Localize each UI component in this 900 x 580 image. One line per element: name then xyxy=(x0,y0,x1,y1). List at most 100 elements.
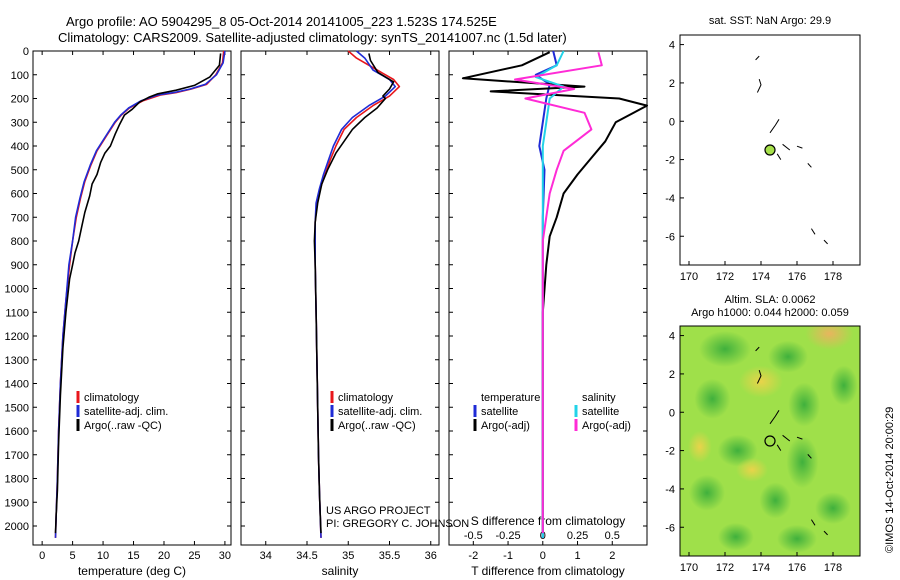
plot-frame xyxy=(32,50,232,546)
project-line-2: PI: GREGORY C. JOHNSON xyxy=(326,518,469,530)
sla-blob xyxy=(689,474,725,511)
sla-blob xyxy=(805,326,854,350)
sla-blob xyxy=(788,382,821,427)
x-tick-label: 1 xyxy=(574,550,580,562)
x-tick-label: 35.5 xyxy=(379,550,400,562)
island-outline xyxy=(796,436,803,440)
map-y-tick-label: 2 xyxy=(669,78,675,90)
sla-blob xyxy=(699,331,751,367)
series-line-2 xyxy=(313,53,395,534)
map-x-tick-label: 176 xyxy=(788,562,806,574)
sla-blob xyxy=(739,365,783,398)
island-outline xyxy=(807,454,812,459)
series-line-2 xyxy=(54,53,222,534)
project-line-1: US ARGO PROJECT xyxy=(326,505,431,517)
map-title: sat. SST: NaN Argo: 29.9 xyxy=(709,15,831,27)
series-line-3 xyxy=(514,51,603,534)
x-tick-label-secondary: 0.5 xyxy=(605,530,620,542)
sla-blob xyxy=(694,378,731,419)
sla-blob xyxy=(786,436,819,489)
x-tick-label-secondary: -0.25 xyxy=(496,530,521,542)
island-outline xyxy=(769,410,780,425)
map-x-tick-label: 170 xyxy=(680,271,698,283)
island-outline xyxy=(810,228,816,235)
x-tick-label: 34 xyxy=(260,550,272,562)
plot-frame xyxy=(448,50,648,546)
map-subtitle: Argo h1000: 0.044 h2000: 0.059 xyxy=(691,307,849,319)
x-axis-label: salinity xyxy=(322,564,359,578)
map-x-tick-label: 178 xyxy=(824,562,842,574)
y-tick-label: 800 xyxy=(11,236,29,248)
temperature-panel: 0 5 10 15 20 25 300100200300400500600700800900… xyxy=(5,46,232,578)
x-axis-label: temperature (deg C) xyxy=(78,564,186,578)
y-tick-label: 500 xyxy=(11,165,29,177)
map-y-tick-label: -2 xyxy=(665,155,675,167)
legend-entry: satellite xyxy=(582,406,619,418)
y-tick-label: 400 xyxy=(11,141,29,153)
map-y-tick-label: -4 xyxy=(665,193,675,205)
map-y-tick-label: 4 xyxy=(669,331,675,343)
plot-frame xyxy=(240,50,440,546)
legend-entry: satellite-adj. clim. xyxy=(84,406,168,418)
map-x-tick-label: 174 xyxy=(752,562,770,574)
map-y-tick-label: -6 xyxy=(665,522,675,534)
sla-map-panel: 170 172 174 176 178 4 2 0 -2 -4 -6 Altim. SLA: 0.00… xyxy=(665,294,861,574)
map-y-tick-label: 2 xyxy=(669,369,675,381)
map-frame xyxy=(679,34,861,266)
difference-panel: -2 -1 0 1 2-0.5 -0.25 0 0.25 0.5T difference fro… xyxy=(448,50,648,578)
y-tick-label: 1100 xyxy=(5,307,29,319)
series-line-1 xyxy=(54,50,226,538)
map-x-tick-label: 178 xyxy=(824,271,842,283)
y-tick-label: 1700 xyxy=(5,450,29,462)
x-tick-label: 5 xyxy=(70,550,76,562)
salinity-panel: 34 34.5 35 35.5 36 salinity climatology satelli… xyxy=(240,50,440,578)
island-outline xyxy=(755,346,760,352)
sla-blob xyxy=(717,522,754,551)
map-y-tick-label: -4 xyxy=(665,484,675,496)
island-outline xyxy=(756,78,762,93)
island-outline xyxy=(776,444,782,451)
island-outline xyxy=(782,434,791,442)
map-y-tick-label: -2 xyxy=(665,446,675,458)
x-tick-label-secondary: -0.5 xyxy=(464,530,483,542)
island-outline xyxy=(776,153,782,160)
x-tick-label: 0 xyxy=(540,550,546,562)
series-line-0 xyxy=(54,50,225,538)
y-tick-label: 1200 xyxy=(5,331,29,343)
legend-entry: Argo(-adj) xyxy=(481,420,530,432)
y-tick-label: 200 xyxy=(11,94,29,106)
x-tick-label: 0 xyxy=(39,550,45,562)
x-tick-label: 15 xyxy=(127,550,139,562)
island-outline xyxy=(823,530,828,536)
legend-entry: climatology xyxy=(84,392,140,404)
y-tick-label: 900 xyxy=(11,260,29,272)
y-tick-label: 1300 xyxy=(5,355,29,367)
x-axis-label: T difference from climatology xyxy=(471,564,625,578)
series-line-1 xyxy=(461,51,648,534)
y-tick-label: 0 xyxy=(23,46,29,58)
legend-entry: satellite-adj. clim. xyxy=(338,406,422,418)
sla-field xyxy=(687,326,858,553)
legend-entry: Argo(..raw -QC) xyxy=(84,420,162,432)
argo-position-marker xyxy=(764,435,776,447)
x-tick-label: 30 xyxy=(219,550,231,562)
x-tick-label: 2 xyxy=(609,550,615,562)
map-y-tick-label: 0 xyxy=(669,116,675,128)
x-tick-label: 10 xyxy=(97,550,109,562)
island-outline xyxy=(782,143,791,151)
y-tick-label: 1600 xyxy=(5,426,29,438)
island-outline xyxy=(755,55,760,61)
sla-blob xyxy=(815,492,851,525)
map-y-tick-label: 4 xyxy=(669,40,675,52)
sla-blob xyxy=(759,482,792,519)
x-tick-label: -2 xyxy=(468,550,478,562)
island-outline xyxy=(796,145,803,149)
x-tick-label: 35 xyxy=(342,550,354,562)
series-line-1 xyxy=(314,50,397,538)
x-tick-label: 34.5 xyxy=(296,550,317,562)
y-tick-label: 1800 xyxy=(5,474,29,486)
legend-entry: climatology xyxy=(338,392,394,404)
island-outline xyxy=(756,369,762,384)
legend-group-title: temperature xyxy=(481,392,540,404)
